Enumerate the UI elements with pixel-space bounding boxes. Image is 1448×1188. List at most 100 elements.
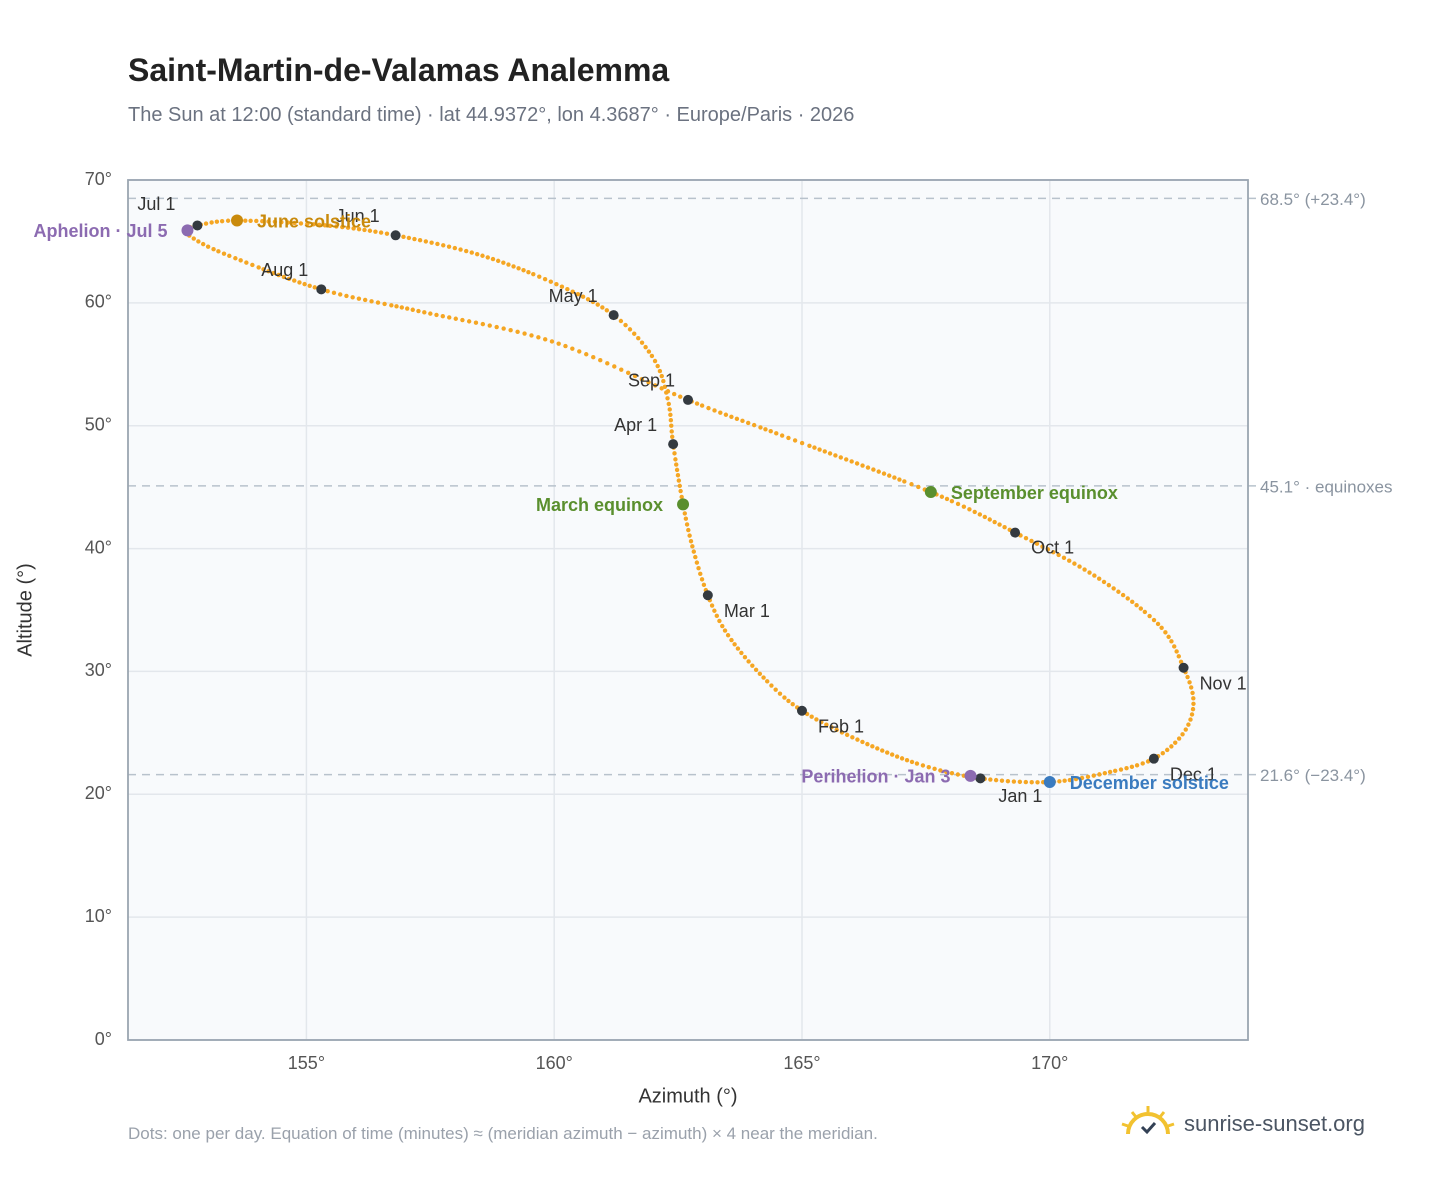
daily-dot (670, 434, 675, 439)
daily-dot (694, 560, 700, 565)
reference-line-label: 21.6° (−23.4°) (1260, 766, 1366, 785)
daily-dot (646, 380, 651, 385)
daily-dot (422, 310, 427, 315)
month-label: Aug 1 (261, 260, 308, 280)
daily-dot (480, 321, 486, 327)
daily-dot (625, 370, 631, 376)
daily-dot (657, 368, 663, 374)
daily-dot (1057, 779, 1062, 784)
daily-dot (317, 222, 322, 228)
daily-dot (674, 467, 680, 473)
daily-dot (938, 768, 943, 773)
x-tick-label: 165° (783, 1053, 820, 1073)
daily-dot (1176, 654, 1181, 659)
event-marker (677, 498, 690, 511)
daily-dot (899, 756, 905, 761)
daily-dot (1191, 701, 1196, 706)
daily-dot (1067, 558, 1072, 563)
daily-dot (678, 488, 683, 494)
daily-dot (412, 236, 417, 242)
daily-dot (1190, 706, 1196, 712)
daily-dot (1124, 766, 1129, 771)
month-label: Oct 1 (1031, 537, 1074, 557)
daily-dot (761, 675, 766, 680)
daily-dot (1129, 764, 1135, 770)
daily-dot (683, 516, 689, 521)
daily-dot (292, 278, 297, 283)
daily-dot (429, 240, 434, 245)
daily-dot (1142, 609, 1148, 615)
daily-dot (777, 691, 783, 696)
daily-dot (1165, 747, 1170, 753)
daily-dot (521, 268, 526, 273)
daily-dot (1190, 690, 1195, 696)
daily-dot (742, 654, 748, 660)
month-label: Jul 1 (137, 194, 175, 214)
daily-dot (661, 378, 666, 384)
daily-dot (902, 479, 907, 484)
daily-dot (746, 420, 751, 426)
daily-dot (887, 473, 892, 478)
event-label: Aphelion · Jul 5 (33, 221, 167, 241)
daily-dot (1159, 625, 1164, 631)
daily-dot (1188, 717, 1193, 722)
daily-dot (790, 702, 795, 707)
month-label: Mar 1 (724, 601, 770, 621)
daily-dot (248, 218, 253, 223)
daily-dot (1187, 680, 1192, 685)
daily-dot (307, 283, 312, 288)
daily-dot (526, 270, 531, 275)
daily-dot (732, 642, 737, 647)
daily-dot (453, 316, 458, 321)
daily-dot (382, 301, 387, 307)
month-marker (1178, 662, 1189, 673)
daily-dot (949, 498, 955, 504)
daily-dot (522, 331, 527, 336)
daily-dot (768, 429, 773, 434)
reference-line-label: 68.5° (+23.4°) (1260, 190, 1366, 209)
daily-dot (943, 769, 949, 775)
daily-dot (1002, 524, 1007, 530)
daily-dot (1113, 768, 1118, 774)
daily-dot (311, 222, 316, 227)
chart-title: Saint-Martin-de-Valamas Analemma (128, 52, 670, 88)
daily-dot (312, 285, 317, 290)
daily-dot (410, 307, 415, 312)
daily-dot (529, 333, 534, 338)
daily-dot (636, 335, 641, 341)
daily-dot (833, 453, 838, 458)
daily-dot (827, 451, 833, 456)
daily-dot (1176, 736, 1182, 741)
daily-dot (598, 358, 603, 363)
brand[interactable]: sunrise-sunset.org (1120, 1104, 1365, 1144)
daily-dot (570, 346, 575, 351)
daily-dot (765, 679, 770, 684)
month-marker (668, 439, 679, 450)
daily-dot (1189, 685, 1194, 690)
daily-dot (1023, 535, 1029, 541)
daily-dot (961, 504, 967, 509)
y-tick-label: 40° (85, 537, 112, 557)
event-marker (924, 486, 937, 499)
daily-dot (401, 234, 406, 240)
daily-dot (305, 221, 310, 227)
daily-dot (706, 405, 711, 411)
daily-dot (286, 276, 292, 281)
daily-dot (655, 363, 660, 369)
daily-dot (997, 522, 1002, 527)
daily-dot (1056, 552, 1061, 558)
daily-dot (854, 461, 860, 466)
daily-dot (1134, 763, 1140, 768)
daily-dot (399, 305, 405, 310)
daily-dot (211, 247, 216, 252)
daily-dot (720, 623, 725, 629)
daily-dot (988, 777, 993, 782)
daily-dot (819, 719, 824, 725)
daily-dot (473, 320, 479, 325)
daily-dot (1096, 576, 1102, 581)
daily-dot (1125, 596, 1130, 601)
daily-dot (549, 339, 555, 344)
daily-dot (1155, 621, 1161, 627)
daily-dot (751, 422, 757, 428)
month-label: May 1 (549, 286, 598, 306)
